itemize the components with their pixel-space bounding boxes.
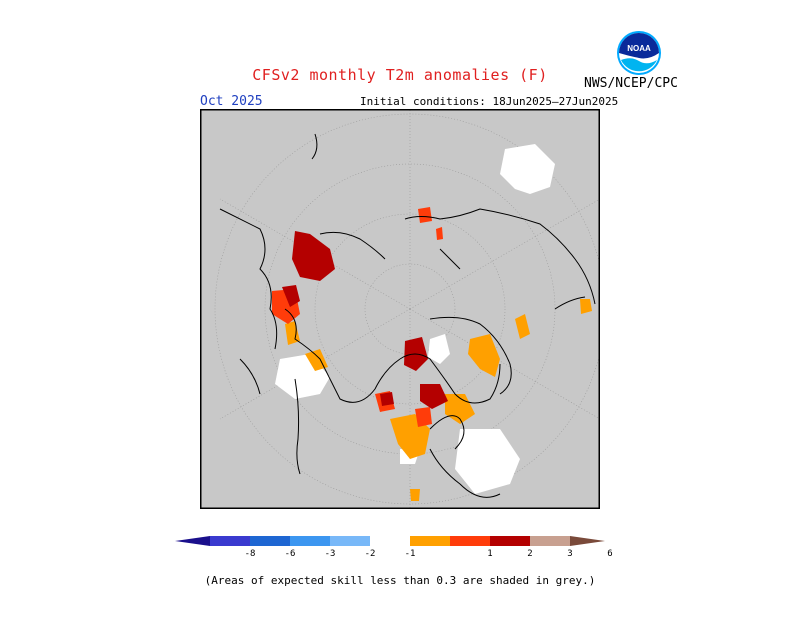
initial-conditions: Initial conditions: 18Jun2025–27Jun2025 bbox=[360, 95, 619, 108]
legend-tick-label: 6 bbox=[607, 549, 612, 559]
chart-title: CFSv2 monthly T2m anomalies (F) bbox=[252, 66, 548, 84]
legend-swatch bbox=[410, 536, 450, 546]
legend-tick-label: -2 bbox=[365, 549, 376, 559]
legend-swatch bbox=[210, 536, 250, 546]
polar-map bbox=[200, 109, 600, 509]
anomaly-1-2 bbox=[285, 299, 592, 501]
legend-tick-label: -6 bbox=[285, 549, 296, 559]
legend-swatch bbox=[250, 536, 290, 546]
legend-arrow-low bbox=[175, 536, 210, 546]
legend-swatch bbox=[450, 536, 490, 546]
legend-swatches bbox=[175, 536, 605, 546]
legend-tick-label: -8 bbox=[245, 549, 256, 559]
legend-tick-label: -3 bbox=[325, 549, 336, 559]
agency-label: NWS/NCEP/CPC bbox=[584, 76, 678, 91]
legend-tick-label: 2 bbox=[527, 549, 532, 559]
legend-swatch bbox=[530, 536, 570, 546]
legend-tick-labels: -8-6-3-2-112368 bbox=[245, 549, 613, 559]
legend-tick-label: 3 bbox=[567, 549, 572, 559]
anomaly-3-6 bbox=[282, 231, 448, 409]
coastlines bbox=[219, 133, 596, 498]
legend-swatch bbox=[370, 536, 410, 546]
legend-swatch bbox=[490, 536, 530, 546]
legend-swatch bbox=[290, 536, 330, 546]
legend-tick-label: 1 bbox=[487, 549, 492, 559]
map-frame bbox=[200, 109, 600, 509]
color-legend: -8-6-3-2-112368 bbox=[175, 536, 613, 559]
legend-tick-label: -1 bbox=[405, 549, 416, 559]
noaa-logo-text: NOAA bbox=[627, 44, 651, 53]
noaa-logo: NOAA bbox=[617, 31, 661, 75]
legend-swatch bbox=[330, 536, 370, 546]
neutral-regions bbox=[275, 144, 555, 494]
forecast-month: Oct 2025 bbox=[200, 94, 263, 109]
legend-arrow-high bbox=[570, 536, 605, 546]
skill-note: (Areas of expected skill less than 0.3 a… bbox=[204, 574, 596, 587]
